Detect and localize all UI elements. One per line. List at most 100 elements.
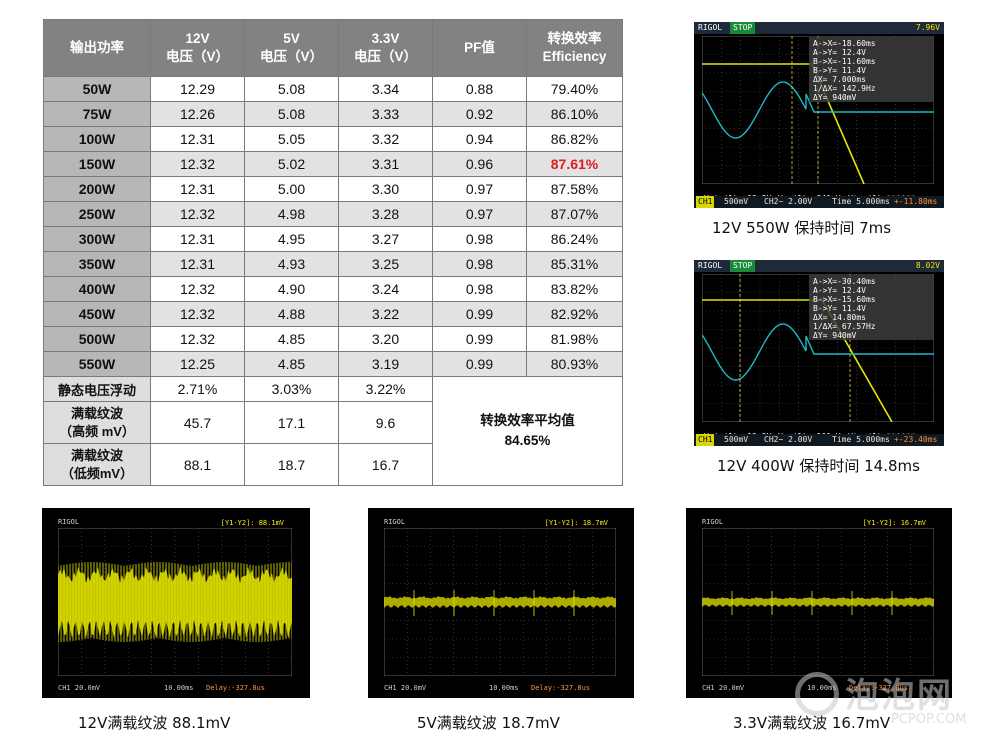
table-cell: 0.99: [432, 301, 527, 327]
ch2-scale: CH2~ 2.00V: [764, 435, 813, 444]
ripple-screen: [384, 528, 616, 676]
watermark-name: 泡泡网: [845, 676, 953, 716]
table-cell: 4.85: [244, 326, 339, 352]
row-label: 350W: [43, 251, 151, 277]
holdup-caption-400w: 12V 400W 保持时间 14.8ms: [717, 457, 920, 475]
channel-scale: CH1 20.0mV: [702, 684, 745, 692]
column-header-line: 5V: [283, 31, 300, 46]
timebase: 10.00ms: [164, 684, 194, 692]
average-efficiency-line: 84.65%: [504, 433, 551, 448]
row-label: 300W: [43, 226, 151, 252]
ripple-caption-3v3: 3.3V满载纹波 16.7mV: [733, 714, 891, 732]
table-cell: 0.97: [432, 176, 527, 202]
table-cell: 3.28: [338, 201, 433, 227]
ripple-caption-5v: 5V满载纹波 18.7mV: [417, 714, 560, 732]
table-cell: 86.10%: [526, 101, 623, 127]
scope-top-bar: RIGOL STOP 7.96V: [694, 22, 944, 34]
table-cell: 5.08: [244, 101, 339, 127]
table-cell: 80.93%: [526, 351, 623, 377]
ch1-badge: CH1: [696, 196, 715, 208]
table-cell: 85.31%: [526, 251, 623, 277]
table-cell: 87.58%: [526, 176, 623, 202]
table-cell: 12.26: [150, 101, 245, 127]
scope-brand: RIGOL: [698, 23, 723, 32]
table-cell: 5.08: [244, 76, 339, 102]
table-cell: 4.85: [244, 351, 339, 377]
row-label: 100W: [43, 126, 151, 152]
power-icon: [795, 672, 839, 716]
static-voltage-row: 静态电压浮动 2.71% 3.03% 3.22% 转换效率平均值 84.65%: [43, 376, 623, 486]
table-cell: 88.1: [150, 443, 245, 486]
channel-scale: CH1 20.0mV: [58, 684, 101, 692]
table-cell: 2.71%: [150, 376, 245, 402]
average-efficiency-line: 转换效率平均值: [480, 413, 575, 428]
table-cell: 3.31: [338, 151, 433, 177]
table-cell: 16.7: [338, 443, 433, 486]
holdup-scope-400w: RIGOL STOP 8.02V A->X=-30.40ms A->Y= 12.4V B-…: [694, 260, 944, 446]
table-cell: 12.32: [150, 201, 245, 227]
column-header-line: PF值: [464, 40, 495, 55]
table-row: 450W 12.32 4.88 3.22 0.99 82.92%: [43, 301, 623, 327]
table-cell: 0.92: [432, 101, 527, 127]
cursor-readout: 1/ΔX= 142.9Hz: [813, 84, 876, 93]
table-cell: 0.97: [432, 201, 527, 227]
table-header-row: 输出功率 12V 电压（V） 5V 电压（V） 3.3V 电压（V） PF值 转换效率 Effic…: [43, 19, 623, 77]
table-cell: 4.98: [244, 201, 339, 227]
ripple-caption-12v: 12V满载纹波 88.1mV: [78, 714, 231, 732]
table-cell: 4.95: [244, 226, 339, 252]
table-cell: 87.61%: [526, 151, 623, 177]
row-label: 500W: [43, 326, 151, 352]
table-cell: 9.6: [338, 401, 433, 444]
row-label: 200W: [43, 176, 151, 202]
table-cell: 3.19: [338, 351, 433, 377]
cursor-readout: ΔX= 7.000ms: [813, 75, 866, 84]
average-efficiency: 转换效率平均值 84.65%: [432, 376, 623, 486]
table-cell: 83.82%: [526, 276, 623, 302]
table-cell: 3.30: [338, 176, 433, 202]
table-row: 550W 12.25 4.85 3.19 0.99 80.93%: [43, 351, 623, 377]
ripple-scope-3v3: RIGOL [Y1-Y2]: 16.7mV CH1 20.0mV 10.00ms Del…: [686, 508, 952, 698]
ripple-band: [702, 597, 934, 607]
scope-brand: RIGOL: [384, 518, 406, 526]
y-cursor-readout: [Y1-Y2]: 88.1mV: [220, 519, 284, 527]
trigger-offset: +-11.80ms: [894, 197, 938, 206]
ripple-low-row: 满载纹波 （低频mV） 88.1 18.7 16.7: [43, 443, 623, 486]
cursor-readout: 1/ΔX= 67.57Hz: [813, 322, 876, 331]
table-cell: 12.32: [150, 276, 245, 302]
scope-bottom-bar: CH1 500mV CH2~ 2.00V Time 5.000ms +-23.40ms: [694, 434, 944, 446]
table-row: 75W 12.26 5.08 3.33 0.92 86.10%: [43, 101, 623, 127]
holdup-scope-550w: RIGOL STOP 7.96V A->X=-18.60ms A->Y= 12.4V B-…: [694, 22, 944, 208]
ripple-band: [384, 596, 616, 608]
watermark-logo: 泡泡网 PCPOP.COM: [795, 668, 995, 738]
column-header: 输出功率: [43, 19, 151, 77]
table-row: 400W 12.32 4.90 3.24 0.98 83.82%: [43, 276, 623, 302]
scope-top-bar: RIGOL STOP 8.02V: [694, 260, 944, 272]
timebase: 10.00ms: [489, 684, 519, 692]
column-header: 3.3V 电压（V）: [338, 19, 433, 77]
row-label: 450W: [43, 301, 151, 327]
table-cell: 4.88: [244, 301, 339, 327]
trigger-level: 7.96V: [915, 23, 940, 32]
ch1-badge: CH1: [696, 434, 715, 446]
table-cell: 5.05: [244, 126, 339, 152]
cursor-readout: A->X=-30.40ms: [813, 277, 876, 286]
cursor-info-panel: A->X=-30.40ms A->Y= 12.4V B->X=-15.60ms B->…: [809, 275, 934, 340]
watermark-site: PCPOP.COM: [891, 712, 967, 727]
table-row: 350W 12.31 4.93 3.25 0.98 85.31%: [43, 251, 623, 277]
run-stop-button[interactable]: STOP: [730, 22, 756, 34]
cursor-readout: ΔY= 940mV: [813, 331, 857, 340]
table-cell: 3.24: [338, 276, 433, 302]
table-cell: 0.94: [432, 126, 527, 152]
run-stop-button[interactable]: STOP: [730, 260, 756, 272]
y-cursor-readout: [Y1-Y2]: 18.7mV: [544, 519, 608, 527]
scope-bottom-bar: CH1 500mV CH2~ 2.00V Time 5.000ms +-11.80ms: [694, 196, 944, 208]
row-label: 550W: [43, 351, 151, 377]
table-cell: 3.27: [338, 226, 433, 252]
table-cell: 86.24%: [526, 226, 623, 252]
table-cell: 12.31: [150, 226, 245, 252]
table-cell: 86.82%: [526, 126, 623, 152]
table-cell: 3.34: [338, 76, 433, 102]
ch1-scale: 500mV: [724, 435, 749, 444]
table-cell: 3.20: [338, 326, 433, 352]
table-cell: 12.32: [150, 326, 245, 352]
